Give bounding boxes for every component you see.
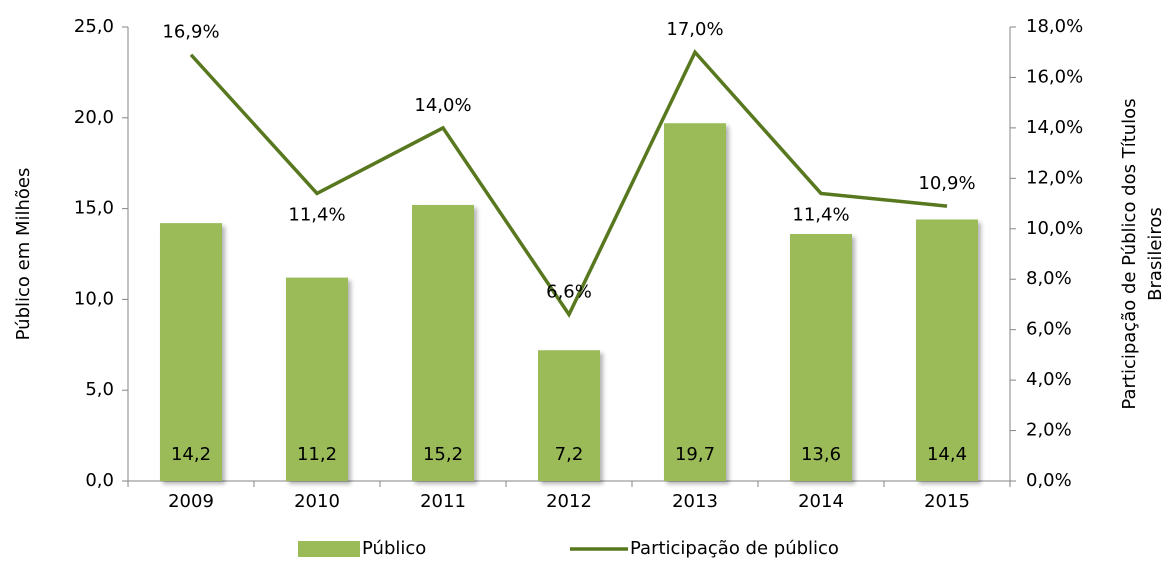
line-value-label: 11,4% bbox=[792, 204, 849, 225]
y-tick-label: 20,0 bbox=[74, 107, 114, 128]
bar-value-label: 19,7 bbox=[675, 444, 715, 465]
y2-tick-label: 0,0% bbox=[1026, 470, 1072, 491]
bar-value-label: 7,2 bbox=[555, 444, 584, 465]
legend-label: Público bbox=[362, 538, 426, 559]
line-value-label: 10,9% bbox=[918, 173, 975, 194]
y2-tick-label: 12,0% bbox=[1026, 167, 1083, 188]
y2-axis-label: Brasileiros bbox=[1145, 207, 1166, 301]
bar-value-label: 14,2 bbox=[171, 444, 211, 465]
x-tick-label: 2013 bbox=[672, 491, 718, 512]
x-tick-label: 2015 bbox=[924, 491, 970, 512]
bar bbox=[790, 234, 852, 481]
line-value-label: 17,0% bbox=[666, 19, 723, 40]
line-value-label: 11,4% bbox=[288, 204, 345, 225]
y2-axis-label: Participação de Público dos Títulos bbox=[1119, 98, 1140, 409]
y-tick-label: 10,0 bbox=[74, 288, 114, 309]
x-tick-label: 2009 bbox=[168, 491, 214, 512]
y2-tick-label: 18,0% bbox=[1026, 16, 1083, 37]
y-axis-label: Público em Milhões bbox=[13, 168, 34, 341]
y-tick-label: 25,0 bbox=[74, 16, 114, 37]
bar bbox=[916, 219, 978, 481]
bar-value-label: 13,6 bbox=[801, 444, 841, 465]
y2-tick-label: 2,0% bbox=[1026, 420, 1072, 441]
legend-swatch bbox=[298, 541, 360, 557]
y2-tick-label: 4,0% bbox=[1026, 369, 1072, 390]
line bbox=[189, 49, 948, 319]
x-tick-label: 2011 bbox=[420, 491, 466, 512]
bar bbox=[412, 204, 474, 481]
y-tick-label: 15,0 bbox=[74, 198, 114, 219]
x-tick-label: 2010 bbox=[294, 491, 340, 512]
y-tick-label: 5,0 bbox=[85, 379, 114, 400]
bar-value-label: 15,2 bbox=[423, 444, 463, 465]
x-tick-label: 2014 bbox=[798, 491, 844, 512]
x-tick-label: 2012 bbox=[546, 491, 592, 512]
bar-value-label: 14,4 bbox=[927, 444, 967, 465]
bar bbox=[664, 123, 726, 482]
y2-tick-label: 14,0% bbox=[1026, 117, 1083, 138]
line-value-label: 16,9% bbox=[162, 22, 219, 43]
bar bbox=[286, 277, 348, 481]
bar bbox=[538, 350, 600, 481]
legend-label: Participação de público bbox=[630, 538, 839, 559]
line-value-label: 6,6% bbox=[546, 282, 592, 303]
y2-tick-label: 8,0% bbox=[1026, 268, 1072, 289]
y2-tick-label: 6,0% bbox=[1026, 319, 1072, 340]
line-value-label: 14,0% bbox=[414, 95, 471, 116]
bar bbox=[160, 223, 222, 482]
y2-tick-label: 16,0% bbox=[1026, 66, 1083, 87]
y-tick-label: 0,0 bbox=[85, 470, 114, 491]
y2-tick-label: 10,0% bbox=[1026, 218, 1083, 239]
bar-value-label: 11,2 bbox=[297, 444, 337, 465]
